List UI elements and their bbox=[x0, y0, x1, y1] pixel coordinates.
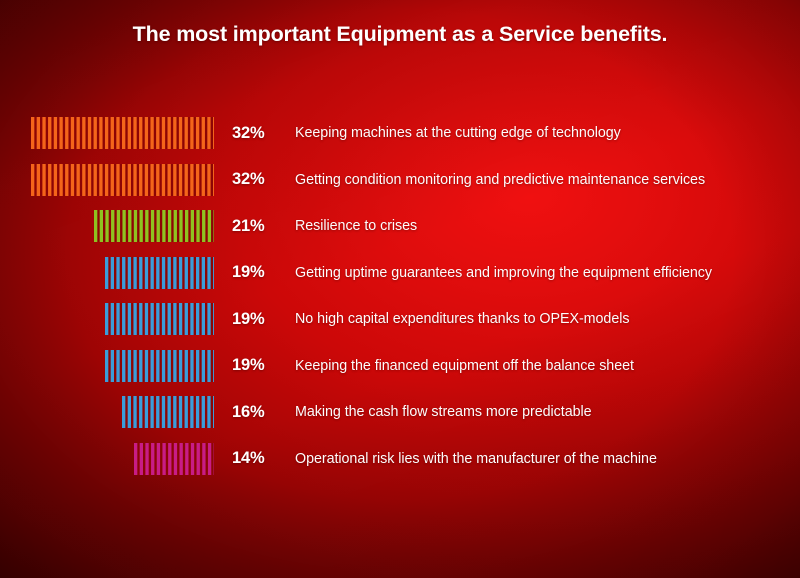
bar-segment bbox=[133, 442, 214, 475]
chart-row: 19% Getting uptime guarantees and improvi… bbox=[0, 250, 800, 297]
bar-segment bbox=[93, 210, 214, 243]
chart-row: 32% Getting condition monitoring and pred… bbox=[0, 157, 800, 204]
bar-track bbox=[0, 250, 214, 297]
chart-row: 14% Operational risk lies with the manufa… bbox=[0, 436, 800, 483]
bar-value-label: 32% bbox=[232, 123, 265, 142]
bar-track bbox=[0, 203, 214, 250]
chart-row: 16% Making the cash flow streams more pre… bbox=[0, 389, 800, 436]
bar-segment bbox=[105, 349, 214, 382]
bar-segment bbox=[30, 117, 214, 150]
bar-track bbox=[0, 436, 214, 483]
bar-track bbox=[0, 110, 214, 157]
chart-row: 19% No high capital expenditures thanks t… bbox=[0, 296, 800, 343]
bar-track bbox=[0, 343, 214, 390]
bar-category-label: Getting uptime guarantees and improving … bbox=[295, 264, 712, 281]
bar-segment bbox=[105, 256, 214, 289]
bar-track bbox=[0, 296, 214, 343]
bar-category-label: Keeping the financed equipment off the b… bbox=[295, 357, 634, 374]
bar-track bbox=[0, 157, 214, 204]
bar-category-label: No high capital expenditures thanks to O… bbox=[295, 311, 630, 328]
chart-title: The most important Equipment as a Servic… bbox=[132, 22, 668, 46]
chart-row: 19% Keeping the financed equipment off th… bbox=[0, 343, 800, 390]
bar-value-label: 19% bbox=[232, 263, 265, 282]
bar-segment bbox=[105, 303, 214, 336]
bar-value-label: 19% bbox=[232, 356, 265, 375]
bar-category-label: Operational risk lies with the manufactu… bbox=[295, 450, 657, 467]
bar-category-label: Resilience to crises bbox=[295, 218, 418, 235]
chart-row: 32% Keeping machines at the cutting edge … bbox=[0, 110, 800, 157]
bar-segment bbox=[30, 163, 214, 196]
bar-track bbox=[0, 389, 214, 436]
bar-category-label: Making the cash flow streams more predic… bbox=[295, 404, 592, 421]
bar-value-label: 14% bbox=[232, 449, 265, 468]
bar-value-label: 19% bbox=[232, 309, 265, 328]
bar-category-label: Keeping machines at the cutting edge of … bbox=[295, 125, 621, 142]
bar-category-label: Getting condition monitoring and predict… bbox=[295, 171, 706, 188]
bar-value-label: 32% bbox=[232, 170, 265, 189]
bar-chart-rows: 32% Keeping machines at the cutting edge … bbox=[0, 110, 800, 482]
chart-row: 21% Resilience to crises bbox=[0, 203, 800, 250]
bar-value-label: 16% bbox=[232, 402, 265, 421]
bar-value-label: 21% bbox=[232, 216, 265, 235]
bar-segment bbox=[122, 396, 214, 429]
